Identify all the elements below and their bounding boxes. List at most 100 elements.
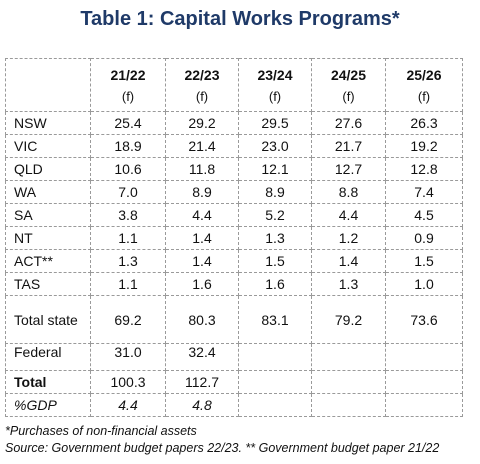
- row-label: %GDP: [5, 393, 91, 417]
- table-row: SA 3.8 4.4 5.2 4.4 4.5: [5, 203, 463, 227]
- cell: 21.7: [311, 134, 386, 158]
- column-header: 21/22 (f): [90, 58, 166, 112]
- cell: 1.2: [311, 226, 386, 250]
- cell: 1.5: [238, 249, 312, 273]
- column-header: 22/23 (f): [165, 58, 239, 112]
- cell: 1.0: [385, 272, 463, 296]
- empty-cell: [238, 343, 312, 371]
- cell: 83.1: [238, 295, 312, 344]
- row-label: ACT**: [5, 249, 91, 273]
- column-header: 25/26 (f): [385, 58, 463, 112]
- cell: 1.3: [311, 272, 386, 296]
- cell: 73.6: [385, 295, 463, 344]
- column-label: 21/22: [110, 67, 146, 83]
- cell: 21.4: [165, 134, 239, 158]
- cell: 7.0: [90, 180, 166, 204]
- row-label: Total: [5, 370, 91, 394]
- cell: 1.4: [165, 226, 239, 250]
- row-label: QLD: [5, 157, 91, 181]
- cell: 1.1: [90, 272, 166, 296]
- row-label: SA: [5, 203, 91, 227]
- cell: 4.4: [165, 203, 239, 227]
- cell: 12.8: [385, 157, 463, 181]
- column-note: (f): [121, 89, 135, 104]
- column-header: 23/24 (f): [238, 58, 312, 112]
- table-title: Table 1: Capital Works Programs*: [80, 8, 400, 30]
- cell: 1.6: [165, 272, 239, 296]
- cell: 1.6: [238, 272, 312, 296]
- empty-cell: [238, 393, 312, 417]
- empty-cell: [311, 343, 386, 371]
- column-label: 22/23: [184, 67, 220, 83]
- cell: 4.8: [165, 393, 239, 417]
- column-label: 23/24: [257, 67, 293, 83]
- cell: 69.2: [90, 295, 166, 344]
- cell: 1.5: [385, 249, 463, 273]
- empty-cell: [385, 393, 463, 417]
- empty-cell: [311, 370, 386, 394]
- cell: 10.6: [90, 157, 166, 181]
- cell: 11.8: [165, 157, 239, 181]
- cell: 12.1: [238, 157, 312, 181]
- empty-cell: [238, 370, 312, 394]
- column-label: 24/25: [330, 67, 367, 83]
- table-row: NSW 25.4 29.2 29.5 27.6 26.3: [5, 111, 463, 135]
- row-label: TAS: [5, 272, 91, 296]
- row-label: VIC: [5, 134, 91, 158]
- cell: 26.3: [385, 111, 463, 135]
- cell: 32.4: [165, 343, 239, 371]
- cell: 29.2: [165, 111, 239, 135]
- cell: 1.3: [238, 226, 312, 250]
- empty-cell: [385, 343, 463, 371]
- footnote: *Purchases of non-financial assets: [5, 424, 197, 438]
- cell: 8.9: [165, 180, 239, 204]
- column-note: (f): [268, 89, 282, 104]
- cell: 19.2: [385, 134, 463, 158]
- table-row: ACT** 1.3 1.4 1.5 1.4 1.5: [5, 249, 463, 273]
- cell: 5.2: [238, 203, 312, 227]
- row-label: Federal: [5, 343, 91, 371]
- empty-cell: [311, 393, 386, 417]
- empty-cell: [385, 370, 463, 394]
- header-row: 21/22 (f) 22/23 (f) 23/24 (f) 24/25 (f) 25/26 (f): [5, 58, 463, 112]
- cell: 4.4: [311, 203, 386, 227]
- cell: 1.3: [90, 249, 166, 273]
- cell: 4.4: [90, 393, 166, 417]
- row-label: WA: [5, 180, 91, 204]
- cell: 27.6: [311, 111, 386, 135]
- cell: 7.4: [385, 180, 463, 204]
- cell: 29.5: [238, 111, 312, 135]
- cell: 112.7: [165, 370, 239, 394]
- row-label: Total state: [5, 295, 91, 344]
- cell: 1.4: [165, 249, 239, 273]
- table-row: NT 1.1 1.4 1.3 1.2 0.9: [5, 226, 463, 250]
- cell: 3.8: [90, 203, 166, 227]
- cell: 1.4: [311, 249, 386, 273]
- row-label: NSW: [5, 111, 91, 135]
- footnote: Source: Government budget papers 22/23. …: [5, 441, 440, 455]
- cell: 18.9: [90, 134, 166, 158]
- cell: 4.5: [385, 203, 463, 227]
- column-note: (f): [417, 89, 431, 104]
- cell: 80.3: [165, 295, 239, 344]
- table: 21/22 (f) 22/23 (f) 23/24 (f) 24/25 (f) 25/26 (f)…: [5, 58, 463, 417]
- column-note: (f): [342, 89, 355, 104]
- cell: 25.4: [90, 111, 166, 135]
- table-row: Federal 31.0 32.4: [5, 343, 463, 371]
- cell: 12.7: [311, 157, 386, 181]
- table-row: Total 100.3 112.7: [5, 370, 463, 394]
- cell: 100.3: [90, 370, 166, 394]
- column-note: (f): [195, 89, 209, 104]
- cell: 0.9: [385, 226, 463, 250]
- table-row: Total state 69.2 80.3 83.1 79.2 73.6: [5, 295, 463, 344]
- row-label: NT: [5, 226, 91, 250]
- cell: 8.9: [238, 180, 312, 204]
- cell: 1.1: [90, 226, 166, 250]
- cell: 31.0: [90, 343, 166, 371]
- table-row: %GDP 4.4 4.8: [5, 393, 463, 417]
- column-header: 24/25 (f): [311, 58, 386, 112]
- table-row: QLD 10.6 11.8 12.1 12.7 12.8: [5, 157, 463, 181]
- table-row: TAS 1.1 1.6 1.6 1.3 1.0: [5, 272, 463, 296]
- cell: 8.8: [311, 180, 386, 204]
